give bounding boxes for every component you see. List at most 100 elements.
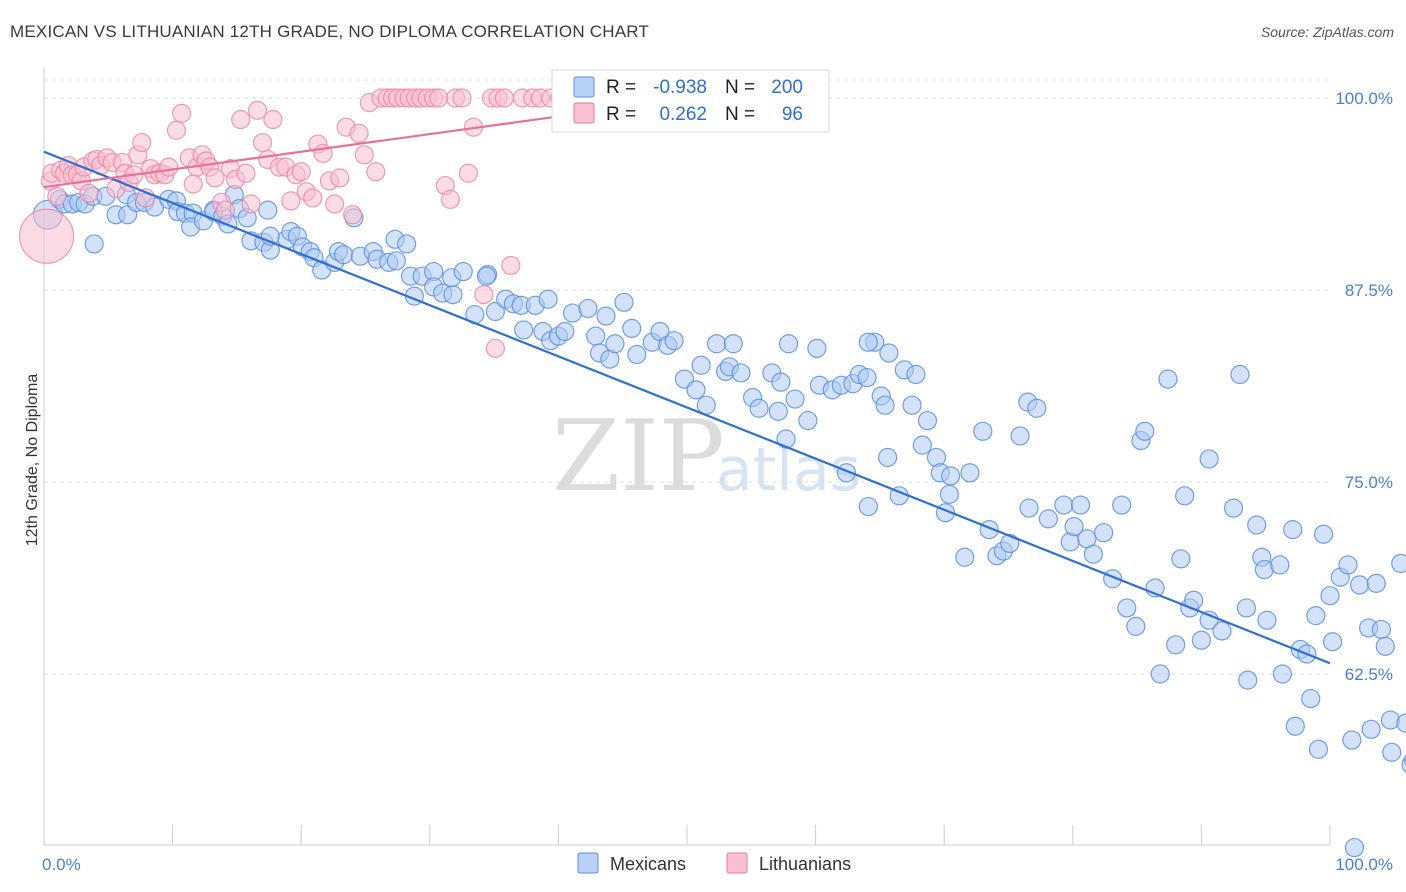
mexicans-point: [627, 344, 647, 365]
mexicans-point: [1270, 555, 1290, 575]
mexicans-point: [768, 401, 788, 421]
y-tick-label: 87.5%: [1345, 281, 1393, 300]
mexicans-point: [1000, 533, 1020, 554]
legend-r-label-lithuanians: R =: [606, 104, 636, 125]
mexicans-point: [1313, 524, 1334, 544]
legend-n-value-lithuanians: 96: [782, 104, 803, 125]
x-tick-labels: 0.0% 100.0%: [42, 855, 1393, 874]
mexicans-point: [1338, 555, 1358, 575]
lithuanians-point: [172, 103, 192, 123]
mexicans-point: [1126, 616, 1146, 636]
mexicans-point: [1236, 598, 1257, 618]
mexicans-point: [731, 363, 751, 383]
mexicans-point: [1212, 621, 1232, 641]
lithuanians-point: [132, 132, 152, 153]
mexicans-point: [1094, 523, 1114, 543]
mexicans-point: [1272, 664, 1293, 684]
mexicans-point: [906, 364, 926, 385]
y-tick-label: 62.5%: [1345, 665, 1393, 684]
lithuanians-point: [485, 338, 505, 358]
legend-n-value-mexicans: 200: [771, 77, 803, 98]
mexicans-point: [1285, 716, 1305, 736]
mexicans-point: [1308, 739, 1329, 759]
y-tick-labels: 62.5% 75.0% 87.5% 100.0%: [1335, 89, 1393, 684]
trend-layer: [43, 115, 1331, 665]
mexicans-point: [1064, 516, 1084, 537]
mexicans-point: [1306, 606, 1326, 626]
mexicans-point: [778, 334, 799, 354]
mexicans-point: [84, 234, 104, 254]
lithuanians-point: [366, 162, 386, 182]
mexicans-point: [1175, 486, 1195, 506]
mexicans-point: [686, 380, 706, 400]
mexicans-point: [586, 326, 606, 346]
mexicans-point: [614, 292, 634, 312]
lithuanians-point: [440, 189, 460, 209]
mexicans-point: [443, 285, 463, 305]
mexicans-point: [1191, 630, 1212, 650]
lithuanians-point: [429, 88, 449, 108]
mexicans-point: [258, 200, 278, 220]
lithuanians-point: [47, 186, 67, 206]
lithuanians-point: [343, 205, 363, 225]
legend-swatch-mexicans: [573, 76, 595, 98]
mexicans-point: [902, 395, 922, 415]
lithuanians-trend-line: [43, 115, 559, 189]
mexicans-point: [706, 334, 727, 354]
mexicans-point: [622, 318, 642, 338]
x-tick-label: 100.0%: [1335, 855, 1393, 874]
lithuanians-point: [281, 191, 301, 211]
mexicans-point: [1361, 719, 1381, 739]
legend-frame: [551, 69, 830, 133]
chart-title: MEXICAN VS LITHUANIAN 12TH GRADE, NO DIP…: [10, 22, 649, 41]
lithuanians-point: [458, 163, 478, 183]
bottom-legend-swatch-mexicans: [577, 852, 599, 874]
mexicans-point: [1019, 498, 1039, 518]
bottom-legend-swatch-lithuanians: [726, 852, 748, 874]
mexicans-point: [1344, 837, 1365, 858]
lithuanians-point: [349, 123, 369, 143]
mexicans-point: [397, 234, 417, 254]
mexicans-point: [485, 301, 505, 322]
lithuanians-point: [231, 109, 251, 130]
lithuanians-point: [241, 194, 261, 214]
points-layer: [18, 88, 1406, 858]
mexicans-point: [785, 389, 805, 409]
mexicans-point: [960, 463, 980, 483]
bottom-legend-label-mexicans: Mexicans: [610, 854, 686, 874]
mexicans-point: [1349, 575, 1370, 595]
mexicans-point: [514, 320, 534, 340]
legend-swatch-lithuanians: [573, 102, 595, 124]
mexicans-point: [1382, 742, 1402, 762]
mexicans-point: [1135, 421, 1155, 441]
legend-r-label-mexicans: R =: [606, 77, 636, 98]
mexicans-point: [596, 306, 616, 326]
mexicans-point: [858, 332, 878, 352]
legend-n-label-mexicans: N =: [725, 77, 755, 98]
mexicans-point: [1010, 426, 1030, 446]
mexicans-point: [1027, 398, 1047, 418]
mexicans-point: [879, 343, 899, 363]
axes: [43, 68, 1331, 846]
mexicans-point: [1117, 598, 1137, 618]
x-tick-label: 0.0%: [42, 855, 81, 874]
mexicans-point: [691, 355, 711, 375]
mexicans-point: [1380, 710, 1401, 730]
mexicans-point: [798, 410, 818, 431]
watermark: ZIP atlas: [552, 400, 861, 514]
mexicans-point: [1199, 610, 1219, 630]
mexicans-point: [1166, 635, 1186, 655]
legend-r-value-lithuanians: 0.262: [659, 104, 707, 125]
lithuanians-point: [79, 183, 99, 203]
bottom-legend: Mexicans Lithuanians: [577, 852, 851, 874]
mexicans-point: [875, 395, 895, 415]
mexicans-point: [939, 484, 959, 504]
mexicans-point: [386, 251, 406, 271]
mexicans-point: [1083, 544, 1103, 564]
legend-n-label-lithuanians: N =: [725, 104, 755, 125]
mexicans-point: [1301, 688, 1321, 709]
mexicans-point: [476, 266, 496, 286]
mexicans-point: [538, 289, 558, 309]
mexicans-point: [973, 421, 993, 441]
